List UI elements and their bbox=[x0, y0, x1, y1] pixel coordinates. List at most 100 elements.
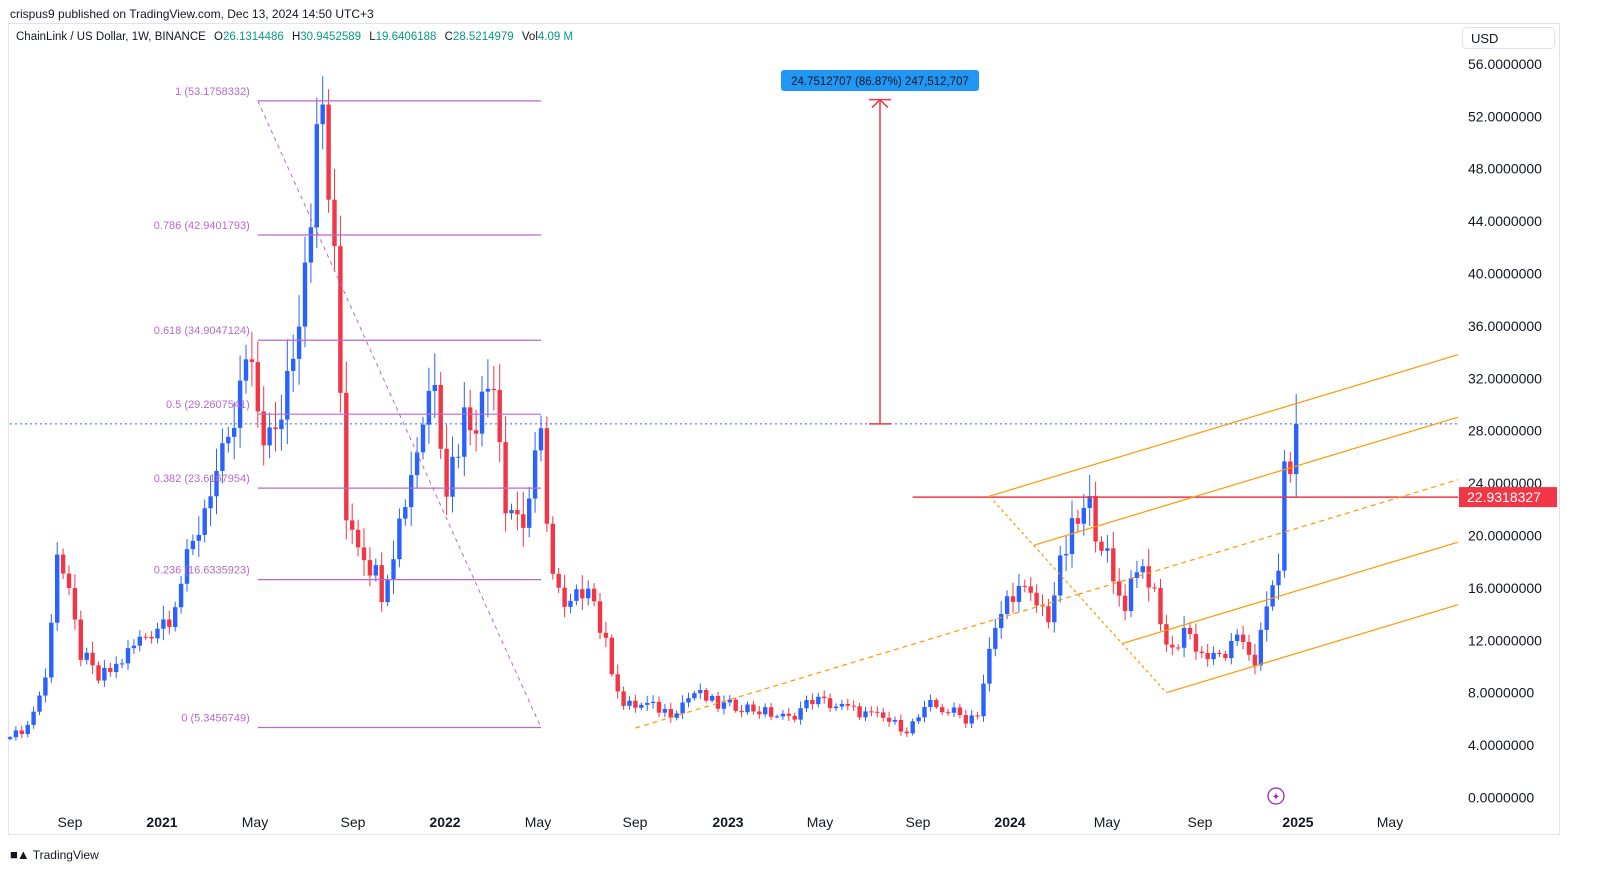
x-axis-tick-label: 2023 bbox=[712, 814, 743, 830]
candle-body bbox=[355, 529, 361, 548]
candle-body bbox=[768, 707, 774, 717]
candle-body bbox=[1176, 647, 1181, 649]
candle-body bbox=[1004, 596, 1010, 615]
candle-body bbox=[485, 388, 491, 392]
candle-body bbox=[509, 509, 514, 514]
candle-body bbox=[1081, 507, 1086, 524]
candle-body bbox=[1199, 651, 1204, 653]
candle-body bbox=[131, 645, 137, 649]
candle-body bbox=[1075, 518, 1081, 524]
candle-body bbox=[597, 601, 603, 633]
candle-body bbox=[556, 573, 561, 588]
candle-body bbox=[839, 703, 845, 707]
candle-body bbox=[208, 496, 213, 509]
currency-button[interactable]: USD bbox=[1462, 27, 1555, 49]
fib-trend-line bbox=[257, 100, 542, 728]
candle-body bbox=[125, 648, 131, 664]
candle-body bbox=[898, 719, 904, 732]
candle-body bbox=[7, 737, 13, 740]
candle-body bbox=[220, 443, 225, 471]
candle-body bbox=[527, 498, 532, 528]
candle-body bbox=[940, 707, 945, 713]
fib-level-label: 0.786 (42.9401793) bbox=[154, 220, 250, 232]
candle-body bbox=[19, 730, 24, 735]
candle-body bbox=[391, 559, 396, 580]
candle-body bbox=[621, 691, 626, 706]
candle-body bbox=[167, 619, 172, 627]
candle-body bbox=[704, 690, 709, 701]
y-axis-tick-label: 20.0000000 bbox=[1468, 528, 1542, 544]
pitchfork-handle bbox=[635, 593, 1079, 729]
candle-body bbox=[462, 407, 467, 457]
candle-body bbox=[184, 549, 190, 584]
volume-value: 4.09 M bbox=[537, 31, 574, 43]
candle-body bbox=[456, 456, 461, 458]
candle-body bbox=[945, 712, 951, 714]
candle-body bbox=[562, 587, 567, 607]
candle-body bbox=[739, 710, 744, 713]
candle-body bbox=[586, 588, 591, 599]
candle-body bbox=[432, 384, 437, 391]
candle-body bbox=[869, 711, 874, 713]
candle-body bbox=[468, 407, 473, 431]
open-label: O bbox=[214, 31, 223, 43]
candle-body bbox=[1069, 518, 1075, 555]
candle-body bbox=[763, 707, 768, 715]
x-axis-tick-label: May bbox=[525, 814, 551, 830]
candle-body bbox=[709, 695, 715, 701]
low-value: 19.6406188 bbox=[375, 31, 437, 43]
candle-body bbox=[255, 362, 260, 412]
candle-body bbox=[987, 648, 992, 684]
measure-arrow-head bbox=[871, 98, 889, 109]
candle-body bbox=[1187, 627, 1193, 635]
candle-body bbox=[102, 667, 107, 681]
close-value: 28.5214979 bbox=[452, 31, 514, 43]
candle-body bbox=[662, 708, 668, 713]
candle-body bbox=[863, 711, 868, 718]
x-axis-tick-label: Sep bbox=[906, 814, 931, 830]
candle-body bbox=[397, 518, 402, 560]
candle-body bbox=[1276, 570, 1281, 586]
publisher-line: crispus9 published on TradingView.com, D… bbox=[10, 7, 374, 21]
x-axis-tick-label: 2022 bbox=[429, 814, 460, 830]
candle-body bbox=[615, 674, 620, 692]
high-label: H bbox=[291, 31, 301, 43]
symbol-name[interactable]: ChainLink / US Dollar, 1W, BINANCE bbox=[16, 31, 206, 43]
candle-body bbox=[178, 583, 184, 608]
candle-body bbox=[993, 628, 998, 649]
candle-body bbox=[757, 711, 762, 715]
candle-body bbox=[202, 508, 207, 535]
candle-body bbox=[574, 589, 579, 601]
candle-body bbox=[591, 588, 597, 602]
pitchfork-lower-line bbox=[1166, 604, 1459, 694]
candle-body bbox=[851, 705, 856, 707]
candle-body bbox=[1170, 644, 1175, 648]
candle-body bbox=[515, 509, 520, 515]
footer-brand[interactable]: ■▲ TradingView bbox=[10, 847, 99, 862]
candle-body bbox=[267, 427, 272, 446]
candle-body bbox=[350, 520, 355, 530]
candle-body bbox=[1052, 595, 1057, 623]
candle-body bbox=[650, 701, 656, 704]
y-axis-tick-label: 36.0000000 bbox=[1468, 318, 1542, 334]
candle-body bbox=[143, 636, 148, 638]
candle-body bbox=[237, 380, 243, 428]
candle-body bbox=[302, 262, 308, 327]
candle-body bbox=[645, 703, 650, 705]
candle-body bbox=[881, 712, 886, 718]
candle-body bbox=[249, 359, 255, 363]
candle-body bbox=[450, 456, 455, 497]
candle-body bbox=[721, 702, 727, 709]
x-axis-tick-label: Sep bbox=[623, 814, 648, 830]
candle-body bbox=[291, 358, 296, 371]
candle-body bbox=[639, 704, 644, 708]
x-axis-tick-label: 2021 bbox=[146, 814, 177, 830]
y-axis-tick-label: 28.0000000 bbox=[1468, 423, 1542, 439]
candle-body bbox=[1193, 634, 1199, 652]
candle-body bbox=[155, 628, 160, 639]
candle-body bbox=[385, 579, 390, 603]
candle-body bbox=[827, 698, 833, 709]
candle-body bbox=[798, 708, 803, 720]
candle-body bbox=[1264, 606, 1269, 630]
